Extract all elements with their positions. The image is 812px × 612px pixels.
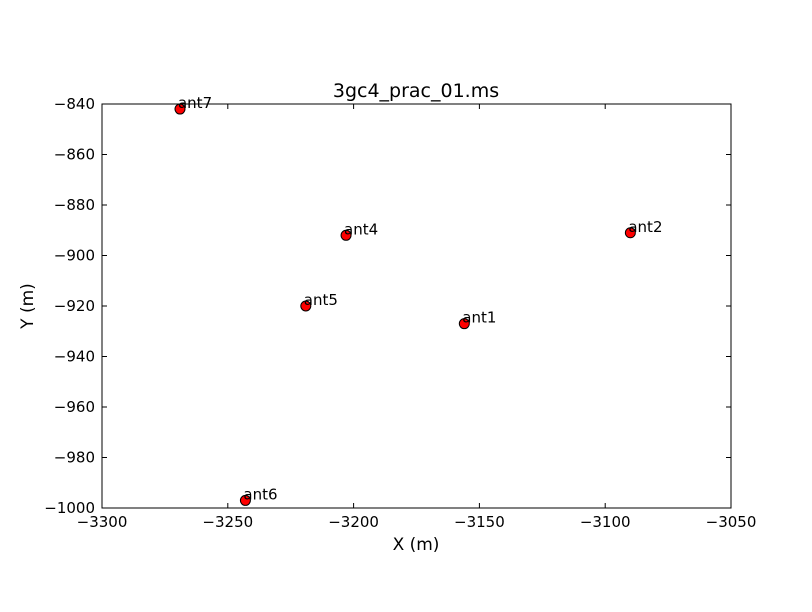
antenna-label: ant2: [628, 218, 662, 236]
y-tick-label: −960: [54, 398, 95, 416]
antenna-point: [300, 300, 312, 312]
y-tick-label: −920: [54, 297, 95, 315]
antenna-point: [174, 103, 186, 115]
x-tick-label: −3250: [202, 513, 253, 531]
antenna-label: ant4: [344, 220, 378, 238]
antenna-label: ant5: [304, 291, 338, 309]
x-tick-label: −3300: [77, 513, 128, 531]
x-axis-label: X (m): [393, 535, 440, 555]
y-tick-label: −1000: [44, 499, 95, 517]
antenna-label: ant6: [243, 485, 277, 503]
y-tick-label: −860: [54, 146, 95, 164]
antenna-label: ant7: [178, 94, 212, 112]
antenna-point: [239, 494, 251, 506]
antenna-point: [340, 229, 352, 241]
antenna-point: [624, 227, 636, 239]
x-tick-label: −3150: [454, 513, 505, 531]
x-tick-label: −3200: [328, 513, 379, 531]
y-tick-label: −900: [54, 247, 95, 265]
y-tick-label: −880: [54, 196, 95, 214]
x-tick-label: −3100: [580, 513, 631, 531]
x-tick-label: −3050: [706, 513, 757, 531]
y-tick-label: −940: [54, 348, 95, 366]
antenna-point: [458, 318, 470, 330]
plot-area: −3300 −3250 −3200 −3150 −3100 −3050 −840 −860 −8…: [44, 94, 756, 531]
y-tick-label: −840: [54, 95, 95, 113]
antenna-label: ant1: [462, 309, 496, 327]
chart-title: 3gc4_prac_01.ms: [333, 80, 499, 102]
y-axis-label: Y (m): [18, 283, 38, 330]
y-tick-label: −980: [54, 449, 95, 467]
